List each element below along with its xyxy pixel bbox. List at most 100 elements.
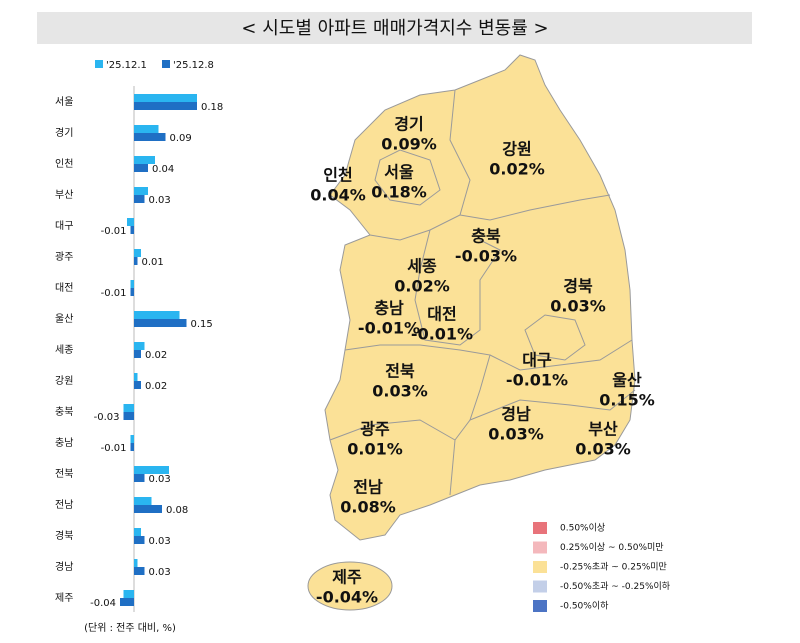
map: 경기0.09% 강원0.02%인천0.04%서울0.18%충북-0.03%세종0.… bbox=[307, 54, 655, 611]
value-label: -0.01 bbox=[101, 226, 127, 237]
legend-swatch bbox=[95, 60, 103, 68]
bar bbox=[123, 404, 134, 412]
category-label: 강원 bbox=[55, 375, 73, 387]
value-label: -0.04 bbox=[90, 598, 116, 609]
value-label: 0.01 bbox=[142, 257, 164, 268]
region-value: 0.01% bbox=[347, 440, 403, 459]
region-value: -0.01% bbox=[506, 371, 568, 390]
chart-title: < 시도별 아파트 매매가격지수 변동률 > bbox=[241, 18, 548, 39]
legend-label: '25.12.8 bbox=[173, 60, 214, 71]
category-label: 전남 bbox=[55, 499, 73, 511]
category-label: 서울 bbox=[55, 96, 73, 108]
region-name: 경남 bbox=[501, 405, 531, 424]
bar bbox=[134, 311, 180, 319]
bar bbox=[130, 288, 134, 296]
value-label: 0.03 bbox=[149, 195, 171, 206]
title-box bbox=[37, 12, 752, 44]
category-label: 대구 bbox=[55, 220, 73, 232]
region-border bbox=[459, 194, 611, 221]
region-name: 경기 bbox=[394, 115, 423, 134]
map-legend-label: -0.50%이하 bbox=[560, 601, 609, 612]
category-label: 경북 bbox=[55, 529, 73, 542]
region-value: -0.01% bbox=[358, 319, 420, 338]
bar bbox=[134, 497, 152, 505]
region-name: 전남 bbox=[353, 478, 383, 497]
value-label: 0.03 bbox=[149, 536, 171, 547]
region-name: 강원 bbox=[502, 140, 531, 159]
region-value: 0.03% bbox=[550, 297, 606, 316]
map-legend-swatch bbox=[533, 600, 547, 612]
value-label: 0.04 bbox=[152, 164, 174, 175]
bar bbox=[120, 598, 134, 606]
region-name: 세종 bbox=[407, 257, 437, 276]
region-border bbox=[469, 389, 636, 421]
region-value: 0.02% bbox=[394, 277, 450, 296]
value-label: 0.08 bbox=[166, 505, 188, 516]
bar bbox=[134, 505, 162, 513]
region-name: 제주 bbox=[332, 568, 362, 587]
category-label: 제주 bbox=[55, 592, 73, 604]
region-name: 부산 bbox=[588, 420, 618, 439]
map-legend-label: 0.25%이상 ~ 0.50%미만 bbox=[560, 542, 664, 553]
map-legend-swatch bbox=[533, 580, 547, 593]
bar bbox=[134, 164, 148, 172]
region-name: 전북 bbox=[385, 362, 415, 381]
region-value: 0.18% bbox=[371, 183, 427, 202]
region-value: 0.15% bbox=[599, 391, 655, 410]
category-label: 울산 bbox=[55, 313, 73, 325]
region-border bbox=[489, 339, 633, 371]
region-name: 대구 bbox=[522, 351, 552, 370]
map-legend-swatch bbox=[533, 561, 547, 573]
category-label: 세종 bbox=[55, 344, 73, 356]
bar bbox=[134, 567, 145, 575]
bar bbox=[134, 350, 141, 358]
region-value: 0.09% bbox=[381, 135, 437, 154]
category-label: 충북 bbox=[55, 406, 73, 418]
bar bbox=[134, 94, 197, 102]
region-value: 0.03% bbox=[575, 440, 631, 459]
region-name: 광주 bbox=[360, 420, 390, 439]
category-label: 대전 bbox=[55, 282, 73, 294]
bar bbox=[134, 342, 145, 350]
bar bbox=[134, 536, 145, 544]
bar bbox=[130, 280, 134, 288]
bar bbox=[123, 412, 134, 420]
bar bbox=[123, 590, 134, 598]
bar bbox=[134, 125, 159, 133]
bar bbox=[134, 381, 141, 389]
region-border bbox=[329, 419, 456, 441]
category-label: 전북 bbox=[55, 468, 73, 480]
legend-swatch bbox=[162, 60, 170, 68]
bar bbox=[134, 466, 169, 474]
unit-note: (단위 : 전주 대비, %) bbox=[84, 621, 176, 634]
region-value: -0.03% bbox=[455, 247, 517, 266]
value-label: 0.02 bbox=[145, 381, 167, 392]
value-label: 0.02 bbox=[145, 350, 167, 361]
value-label: -0.01 bbox=[101, 288, 127, 299]
category-label: 광주 bbox=[55, 251, 73, 263]
bar bbox=[134, 156, 155, 164]
region-value: -0.01% bbox=[411, 325, 473, 344]
region-name: 충북 bbox=[471, 227, 501, 246]
bar bbox=[134, 133, 166, 141]
region-border bbox=[414, 229, 501, 346]
region-name: 서울 bbox=[384, 163, 414, 182]
value-label: 0.09 bbox=[170, 133, 192, 144]
region-name: 인천 bbox=[323, 166, 352, 185]
value-label: -0.03 bbox=[94, 412, 120, 423]
bar bbox=[134, 187, 148, 195]
region-border bbox=[524, 314, 586, 361]
region-value: 0.03% bbox=[372, 382, 428, 401]
value-label: 0.18 bbox=[201, 102, 223, 113]
bar bbox=[134, 559, 138, 567]
category-label: 부산 bbox=[55, 189, 73, 201]
map-legend-swatch bbox=[533, 541, 547, 554]
bar bbox=[134, 528, 141, 536]
bar bbox=[130, 435, 134, 443]
bar bbox=[134, 195, 145, 203]
region-name: 경북 bbox=[563, 277, 593, 296]
bar bbox=[130, 226, 134, 234]
map-legend-label: -0.25%초과 ~ 0.25%미만 bbox=[560, 562, 667, 573]
region-value: 0.03% bbox=[488, 425, 544, 444]
